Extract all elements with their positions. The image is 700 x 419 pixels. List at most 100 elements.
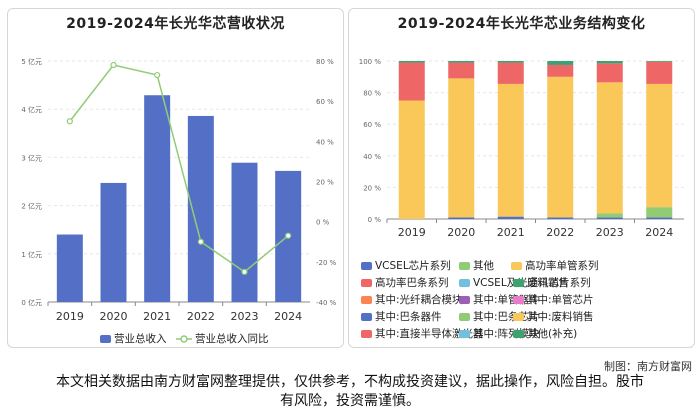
revenue-bar: [144, 95, 171, 302]
legend-label: 其中:废料销售: [527, 311, 594, 323]
legend-item: VCSEL芯片系列: [361, 258, 451, 273]
growth-point: [154, 71, 161, 79]
x-tick-label: 2022: [187, 310, 215, 323]
y-tick-label: 2 亿元: [21, 202, 42, 211]
legend-swatch: [513, 296, 524, 304]
disclaimer-text: 本文相关数据由南方财富网整理提供，仅供参考，不构成投资建议，据此操作，风险自担。…: [56, 374, 644, 409]
legend-swatch: [361, 330, 372, 338]
stack-segment: [646, 61, 673, 62]
revenue-chart-title: 2019-2024年长光华芯营收状况: [66, 16, 285, 32]
stack-segment: [547, 217, 574, 219]
growth-point: [66, 118, 73, 125]
legend-swatch: [459, 279, 470, 287]
legend-label: 高功率单管系列: [525, 260, 599, 272]
legend-item: 其他: [459, 258, 494, 273]
legend-swatch: [459, 296, 470, 304]
x-tick-label: 2021: [497, 226, 525, 239]
revenue-bar: [56, 234, 83, 302]
y-tick-label: 20 %: [363, 184, 381, 192]
growth-point: [241, 268, 248, 275]
stack-segment: [547, 76, 574, 218]
growth-point: [110, 61, 117, 69]
stack-segment: [497, 216, 524, 219]
x-tick-label: 2019: [56, 310, 84, 323]
revenue-chart-panel: 2019-2024年长光华芯营收状况 0 亿元 1 亿元 2 亿元 3 亿元 4 亿元 5…: [7, 8, 344, 348]
legend-swatch: [459, 262, 470, 270]
stack-segment: [596, 82, 623, 214]
legend-label: 其中:光纤耦合模块: [375, 294, 463, 306]
y-tick-label: 1 亿元: [21, 250, 42, 259]
x-tick-label: 2020: [100, 310, 128, 323]
revenue-chart: 0 亿元 1 亿元 2 亿元 3 亿元 4 亿元 5 亿元 -40 % -20 % 0 % 20 …: [21, 57, 337, 323]
credit-text: 制图：南方财富网: [604, 360, 692, 373]
legend-swatch: [361, 313, 372, 321]
stack-segment: [448, 217, 475, 219]
stack-segment: [497, 62, 524, 84]
growth-point: [285, 232, 292, 239]
y2-tick-label: 60 %: [316, 98, 334, 106]
legend-swatch: [361, 262, 372, 270]
stack-segment: [497, 83, 524, 217]
stack-segment: [646, 207, 673, 218]
legend-label: 其中:直接半导体激光器: [375, 328, 484, 340]
x-tick-label: 2024: [645, 226, 673, 239]
y2-tick-label: 20 %: [316, 179, 334, 187]
legend-swatch: [511, 262, 522, 270]
growth-line: [69, 64, 289, 273]
legend-item: 其中:单管芯片: [513, 292, 594, 307]
legend-swatch: [459, 330, 470, 338]
y2-tick-label: 80 %: [316, 58, 334, 66]
y-tick-label: 3 亿元: [21, 153, 42, 162]
legend-growth: 营业总收入同比: [176, 331, 269, 346]
stack-segment: [646, 61, 673, 84]
legend-item: 废料销售: [513, 275, 569, 290]
y-tick-label: 0 %: [368, 216, 382, 224]
revenue-bar: [231, 162, 258, 302]
growth-point: [197, 238, 204, 245]
y-tick-label: 100 %: [359, 58, 382, 66]
legend-label: 其中:巴条器件: [375, 311, 442, 323]
legend-item: 其中:巴条器件: [361, 309, 442, 324]
structure-chart-title: 2019-2024年长光华芯业务结构变化: [397, 16, 646, 32]
x-tick-label: 2021: [143, 310, 171, 323]
legend-item: 其中:光纤耦合模块: [361, 292, 463, 307]
stack-segment: [398, 100, 425, 219]
legend-swatch: [459, 313, 470, 321]
x-tick-label: 2024: [274, 310, 302, 323]
stack-segment: [547, 61, 574, 65]
y2-tick-label: 40 %: [316, 138, 334, 146]
legend-swatch: [513, 279, 524, 287]
y-tick-label: 4 亿元: [21, 105, 42, 114]
stack-segment: [448, 62, 475, 79]
legend-label: 高功率巴条系列: [375, 277, 449, 289]
business-structure-chart-panel: 2019-2024年长光华芯业务结构变化 0 % 20 % 40 % 60 % 80 %…: [348, 8, 695, 348]
stack-segment: [596, 63, 623, 83]
legend-label: 其他(补充): [527, 328, 578, 340]
revenue-bar: [100, 182, 127, 302]
y2-tick-label: -20 %: [316, 259, 337, 267]
legend-swatch: [361, 296, 372, 304]
stack-segment: [497, 61, 524, 63]
legend-swatch: [361, 279, 372, 287]
legend-item: 其中:废料销售: [513, 309, 594, 324]
legend-swatch: [513, 330, 524, 338]
y2-tick-label: 0 %: [316, 219, 330, 227]
legend-item: 其中:直接半导体激光器: [361, 326, 484, 341]
structure-chart: 0 % 20 % 40 % 60 % 80 % 100 % 2019 2020 2021 2022…: [359, 58, 684, 239]
y-tick-label: 60 %: [363, 121, 381, 129]
y-tick-label: 5 亿元: [21, 57, 42, 66]
stack-segment: [398, 62, 425, 101]
legend-swatch: [513, 313, 524, 321]
stack-segment: [596, 61, 623, 64]
y2-tick-label: -40 %: [316, 299, 337, 307]
legend-item: 高功率巴条系列: [361, 275, 449, 290]
legend-item: 高功率单管系列: [511, 258, 599, 273]
x-tick-label: 2023: [231, 310, 259, 323]
legend-swatch-revenue: [100, 335, 111, 343]
legend-label: VCSEL及光通讯芯片系列: [473, 277, 591, 289]
x-tick-label: 2019: [398, 226, 426, 239]
y-tick-label: 80 %: [363, 90, 381, 98]
legend-label: VCSEL芯片系列: [375, 260, 451, 272]
y-tick-label: 40 %: [363, 153, 381, 161]
stack-segment: [448, 78, 475, 218]
